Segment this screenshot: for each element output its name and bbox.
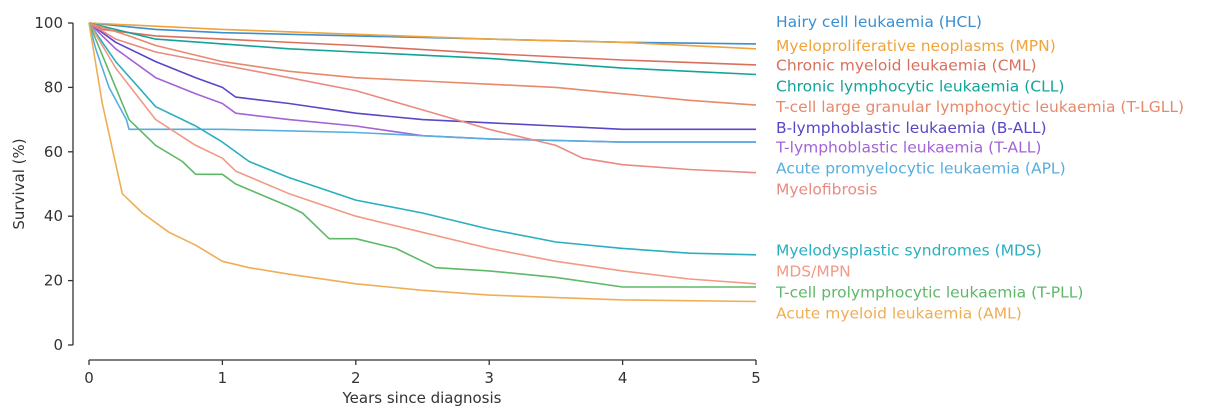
y-tick-label: 60 — [44, 143, 63, 161]
x-tick-label: 4 — [618, 369, 628, 387]
x-tick-label: 3 — [484, 369, 494, 387]
legend-label: Myeloproliferative neoplasms (MPN) — [776, 37, 1056, 55]
series-line — [88, 22, 757, 174]
x-tick-label: 0 — [84, 369, 94, 387]
legend-label: T-lymphoblastic leukaemia (T-ALL) — [775, 138, 1041, 156]
x-axis-title: Years since diagnosis — [342, 389, 502, 407]
series-line — [88, 22, 757, 285]
legend-label: Myelodysplastic syndromes (MDS) — [776, 242, 1042, 260]
series-line — [88, 22, 757, 50]
y-tick-label: 20 — [44, 272, 63, 290]
legend-label: Myelofibrosis — [776, 180, 877, 198]
x-tick-label: 2 — [351, 369, 361, 387]
legend-label: Chronic myeloid leukaemia (CML) — [776, 56, 1037, 74]
y-tick-label: 40 — [44, 207, 63, 225]
x-ticks: 0 1 2 3 4 5 — [84, 360, 761, 387]
legend-label: T-cell large granular lymphocytic leukae… — [775, 98, 1184, 116]
series-line — [88, 22, 757, 303]
legend-label: B-lymphoblastic leukaemia (B-ALL) — [776, 119, 1047, 137]
legend-label: Acute myeloid leukaemia (AML) — [776, 304, 1022, 322]
legend-label: MDS/MPN — [776, 262, 851, 280]
series-lines — [88, 22, 757, 303]
legend-label: Acute promyelocytic leukaemia (APL) — [776, 159, 1066, 177]
legend: Hairy cell leukaemia (HCL) Myeloprolifera… — [775, 13, 1184, 322]
legend-label: Chronic lymphocytic leukaemia (CLL) — [776, 77, 1064, 95]
series-line — [88, 22, 757, 106]
series-line — [88, 22, 757, 256]
series-line — [88, 22, 756, 288]
y-ticks: 0 20 40 60 80 100 — [34, 14, 73, 354]
series-line — [88, 22, 757, 76]
y-tick-label: 100 — [34, 14, 63, 32]
series-line — [88, 22, 756, 143]
y-tick-label: 80 — [44, 78, 63, 96]
y-axis-title: Survival (%) — [10, 138, 28, 229]
series-line — [88, 22, 756, 131]
y-tick-label: 0 — [53, 336, 63, 354]
legend-label: T-cell prolymphocytic leukaemia (T-PLL) — [775, 283, 1083, 301]
x-tick-label: 1 — [218, 369, 228, 387]
x-tick-label: 5 — [751, 369, 761, 387]
legend-label: Hairy cell leukaemia (HCL) — [776, 13, 982, 31]
